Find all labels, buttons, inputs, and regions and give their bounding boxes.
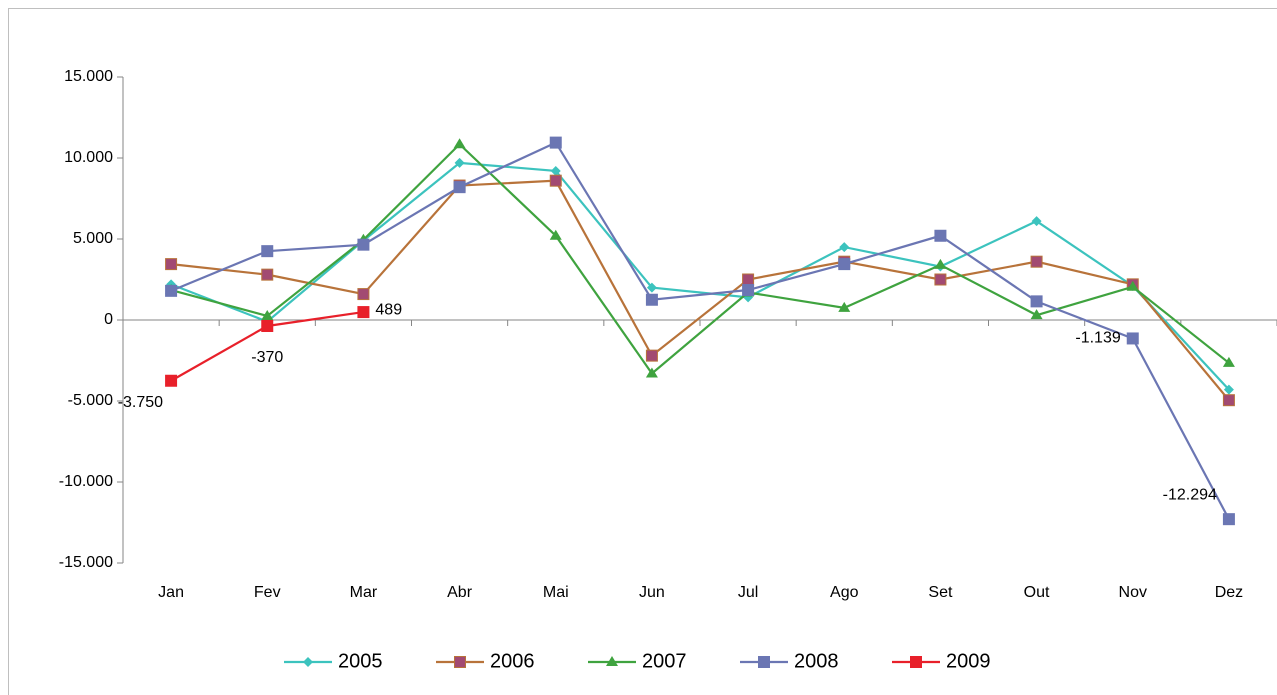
legend-item: 2009 — [892, 650, 991, 672]
y-tick-label: 15.000 — [64, 68, 113, 85]
marker — [934, 273, 947, 286]
marker — [934, 258, 947, 269]
marker — [838, 258, 851, 271]
marker — [165, 258, 178, 271]
x-tick-label: Ago — [830, 584, 859, 601]
marker — [742, 284, 755, 297]
legend-marker — [606, 656, 618, 666]
data-label: -1.139 — [1075, 330, 1120, 347]
x-tick-label: Dez — [1215, 584, 1243, 601]
series-line — [170, 141, 1230, 520]
legend-item: 2006 — [436, 650, 535, 672]
legend-label: 2007 — [642, 650, 687, 672]
data-label: -3.750 — [118, 394, 163, 411]
marker — [742, 273, 755, 286]
marker — [645, 293, 658, 306]
marker — [261, 268, 274, 281]
marker — [454, 157, 465, 168]
marker — [357, 306, 370, 319]
marker — [646, 282, 657, 293]
marker — [165, 374, 178, 387]
marker — [1222, 513, 1235, 526]
marker — [1030, 255, 1043, 268]
marker — [1030, 295, 1043, 308]
y-tick-label: -15.000 — [59, 554, 113, 571]
marker — [839, 242, 850, 253]
marker — [1222, 356, 1235, 367]
marker — [165, 284, 178, 297]
legend-label: 2005 — [338, 650, 383, 672]
legend-label: 2008 — [794, 650, 839, 672]
marker — [838, 301, 851, 312]
marker — [645, 349, 658, 362]
marker — [549, 229, 562, 240]
y-tick-label: -5.000 — [68, 392, 113, 409]
data-label: -12.294 — [1163, 486, 1217, 503]
x-tick-label: Jul — [738, 584, 758, 601]
marker — [1223, 384, 1234, 395]
legend-marker — [303, 657, 313, 667]
marker — [549, 136, 562, 149]
legend-marker — [910, 656, 922, 668]
y-tick-label: 10.000 — [64, 149, 113, 166]
x-tick-label: Abr — [447, 584, 473, 601]
legend-label: 2009 — [946, 650, 991, 672]
legend-marker — [758, 656, 770, 668]
legend-label: 2006 — [490, 650, 535, 672]
marker — [934, 229, 947, 242]
legend-item: 2005 — [284, 650, 383, 672]
marker — [261, 245, 274, 258]
marker — [261, 309, 274, 320]
x-tick-label: Jun — [639, 584, 665, 601]
x-tick-label: Mai — [543, 584, 569, 601]
marker — [453, 181, 466, 194]
marker — [357, 288, 370, 301]
x-tick-label: Mar — [350, 584, 378, 601]
marker — [357, 238, 370, 251]
marker — [1030, 309, 1043, 320]
x-tick-label: Fev — [254, 584, 281, 601]
data-label: -370 — [251, 349, 283, 366]
x-tick-label: Set — [928, 584, 953, 601]
legend-marker — [454, 656, 466, 668]
y-tick-label: -10.000 — [59, 473, 113, 490]
series-line — [170, 142, 1230, 376]
y-tick-label: 5.000 — [73, 230, 113, 247]
x-tick-label: Jan — [158, 584, 184, 601]
marker — [1031, 216, 1042, 227]
marker — [1222, 394, 1235, 407]
y-tick-label: 0 — [104, 311, 113, 328]
x-tick-label: Out — [1024, 584, 1050, 601]
data-label: 489 — [375, 301, 402, 318]
marker — [550, 165, 561, 176]
series-line — [170, 179, 1230, 401]
legend-item: 2008 — [740, 650, 839, 672]
marker — [549, 174, 562, 187]
marker — [1126, 332, 1139, 345]
marker — [645, 367, 658, 378]
x-tick-label: Nov — [1119, 584, 1147, 601]
series-line — [170, 161, 1230, 391]
marker — [453, 138, 466, 149]
marker — [261, 319, 274, 332]
marker — [1126, 280, 1139, 291]
legend-item: 2007 — [588, 650, 687, 672]
